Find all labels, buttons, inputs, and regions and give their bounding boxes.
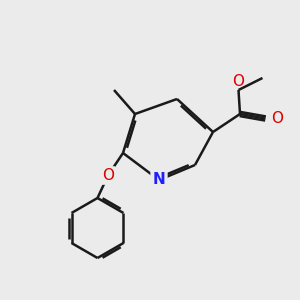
Text: O: O <box>102 168 114 183</box>
Text: O: O <box>271 111 283 126</box>
Text: O: O <box>232 74 244 88</box>
Text: N: N <box>153 172 165 188</box>
